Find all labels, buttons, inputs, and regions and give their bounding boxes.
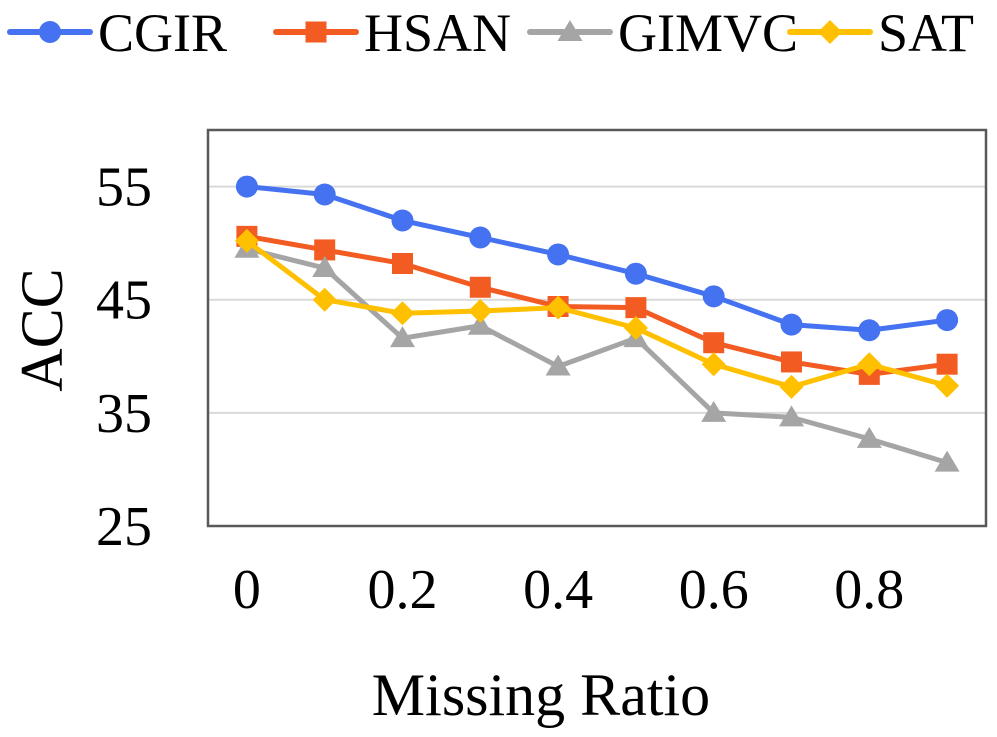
data-point-gimvc — [856, 426, 882, 448]
data-point-sat — [701, 352, 726, 377]
data-point-cgir — [702, 285, 725, 308]
data-point-hsan — [625, 297, 647, 319]
data-point-cgir — [936, 309, 959, 332]
legend-entry-cgir: CGIR — [7, 3, 227, 63]
data-point-cgir — [858, 319, 881, 342]
data-point-gimvc — [701, 400, 727, 422]
x-axis-label: Missing Ratio — [372, 662, 710, 728]
legend-marker-sat — [818, 20, 842, 44]
x-tick-label: 0.2 — [368, 559, 438, 621]
legend: CGIR HSAN GIMVC SAT — [7, 3, 974, 63]
legend-entry-sat: SAT — [787, 3, 974, 63]
data-point-hsan — [781, 351, 802, 373]
legend-marker-cgir — [39, 21, 61, 43]
data-point-cgir — [391, 209, 414, 232]
data-point-cgir — [780, 313, 803, 336]
series-hsan — [236, 225, 958, 385]
data-point-cgir — [547, 243, 570, 266]
y-axis-tick-labels: 25 35 45 55 — [96, 157, 152, 558]
data-point-cgir — [469, 226, 492, 249]
y-tick-label: 45 — [96, 270, 152, 332]
data-point-cgir — [624, 262, 647, 285]
legend-marker-hsan — [305, 21, 327, 43]
data-point-hsan — [469, 276, 491, 298]
data-point-gimvc — [934, 450, 960, 472]
data-point-sat — [623, 316, 648, 340]
x-tick-label: 0.4 — [523, 559, 593, 621]
series-gimvc — [234, 236, 960, 472]
data-point-sat — [779, 374, 804, 399]
legend-label-cgir: CGIR — [98, 3, 227, 63]
x-tick-label: 0.8 — [834, 559, 904, 621]
data-point-gimvc — [779, 405, 804, 427]
legend-label-gimvc: GIMVC — [618, 3, 798, 63]
data-point-sat — [546, 295, 571, 320]
legend-label-sat: SAT — [878, 3, 974, 63]
x-tick-label: 0.6 — [679, 559, 749, 621]
y-tick-label: 25 — [96, 496, 152, 558]
series-line-gimvc — [244, 246, 950, 466]
data-point-hsan — [392, 253, 413, 275]
data-point-gimvc — [390, 326, 415, 348]
y-axis-label: ACC — [9, 268, 75, 391]
data-point-cgir — [313, 183, 336, 206]
data-point-sat — [857, 352, 882, 377]
data-point-sat — [935, 373, 960, 398]
data-point-sat — [312, 287, 337, 312]
series-cgir — [235, 175, 959, 342]
series-sat — [234, 228, 960, 399]
data-point-cgir — [235, 175, 258, 198]
data-point-sat — [468, 299, 493, 324]
data-point-hsan — [936, 353, 958, 375]
series-line-hsan — [244, 233, 950, 377]
data-point-gimvc — [545, 354, 571, 376]
legend-entry-gimvc: GIMVC — [527, 3, 798, 63]
data-point-sat — [390, 301, 415, 326]
legend-label-hsan: HSAN — [364, 3, 511, 63]
series-line-cgir — [244, 184, 950, 333]
legend-entry-hsan: HSAN — [273, 3, 511, 63]
legend-marker-gimvc — [557, 20, 583, 41]
data-point-hsan — [703, 332, 725, 354]
data-point-sat — [234, 228, 259, 253]
y-tick-label: 35 — [96, 383, 152, 445]
x-tick-label: 0 — [233, 559, 261, 621]
series-layer — [234, 175, 960, 472]
data-point-gimvc — [467, 313, 493, 335]
x-axis-tick-labels: 0 0.2 0.4 0.6 0.8 — [233, 559, 904, 621]
series-line-sat — [244, 238, 950, 390]
data-point-gimvc — [312, 256, 338, 278]
plot-area-frame — [206, 128, 988, 528]
data-point-hsan — [314, 239, 336, 261]
y-tick-label: 55 — [96, 157, 152, 219]
